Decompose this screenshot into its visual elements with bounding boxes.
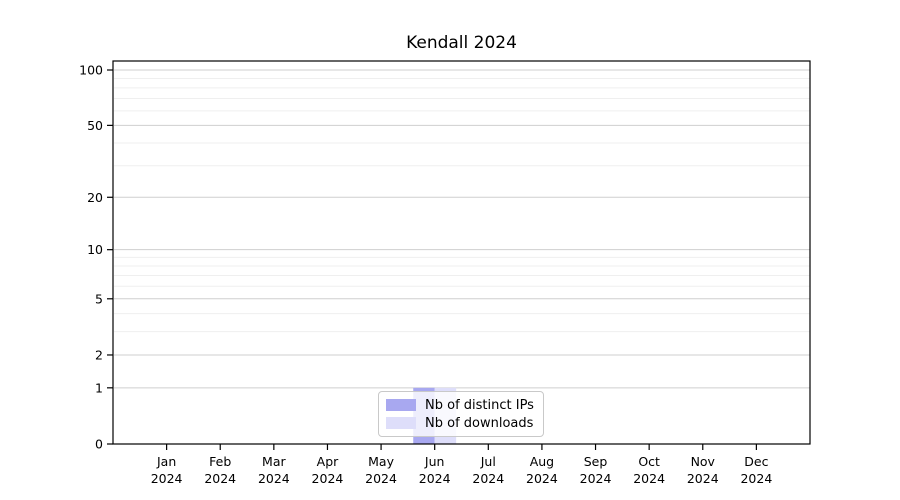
x-tick-label-jan-2024: Jan 2024 bbox=[151, 454, 183, 486]
y-tick-label-20: 20 bbox=[87, 190, 103, 205]
y-tick-label-100: 100 bbox=[79, 63, 103, 78]
y-tick-label-1: 1 bbox=[95, 380, 103, 395]
x-tick-label-feb-2024: Feb 2024 bbox=[204, 454, 236, 486]
x-tick-label-dec-2024: Dec 2024 bbox=[740, 454, 772, 486]
legend-item-distinct-ips: Nb of distinct IPs bbox=[386, 396, 535, 414]
legend-label-downloads: Nb of downloads bbox=[425, 415, 534, 431]
y-tick-label-2: 2 bbox=[95, 347, 103, 362]
x-tick-label-nov-2024: Nov 2024 bbox=[687, 454, 719, 486]
x-tick-label-sep-2024: Sep 2024 bbox=[580, 454, 612, 486]
x-tick-label-jul-2024: Jul 2024 bbox=[472, 454, 504, 486]
x-tick-label-oct-2024: Oct 2024 bbox=[633, 454, 665, 486]
x-tick-label-may-2024: May 2024 bbox=[365, 454, 397, 486]
legend-label-distinct-ips: Nb of distinct IPs bbox=[425, 397, 534, 413]
legend-swatch-distinct-ips bbox=[386, 399, 416, 411]
y-tick-label-0: 0 bbox=[95, 437, 103, 452]
y-tick-label-5: 5 bbox=[95, 291, 103, 306]
legend-swatch-downloads bbox=[386, 417, 416, 429]
x-tick-label-aug-2024: Aug 2024 bbox=[526, 454, 558, 486]
legend: Nb of distinct IPs Nb of downloads bbox=[378, 391, 544, 437]
y-tick-label-10: 10 bbox=[87, 242, 103, 257]
x-tick-label-apr-2024: Apr 2024 bbox=[312, 454, 344, 486]
legend-item-downloads: Nb of downloads bbox=[386, 414, 535, 432]
x-tick-label-jun-2024: Jun 2024 bbox=[419, 454, 451, 486]
axes-frame bbox=[112, 60, 811, 445]
x-tick-label-mar-2024: Mar 2024 bbox=[258, 454, 290, 486]
y-tick-label-50: 50 bbox=[87, 118, 103, 133]
chart-title: Kendall 2024 bbox=[406, 33, 517, 53]
